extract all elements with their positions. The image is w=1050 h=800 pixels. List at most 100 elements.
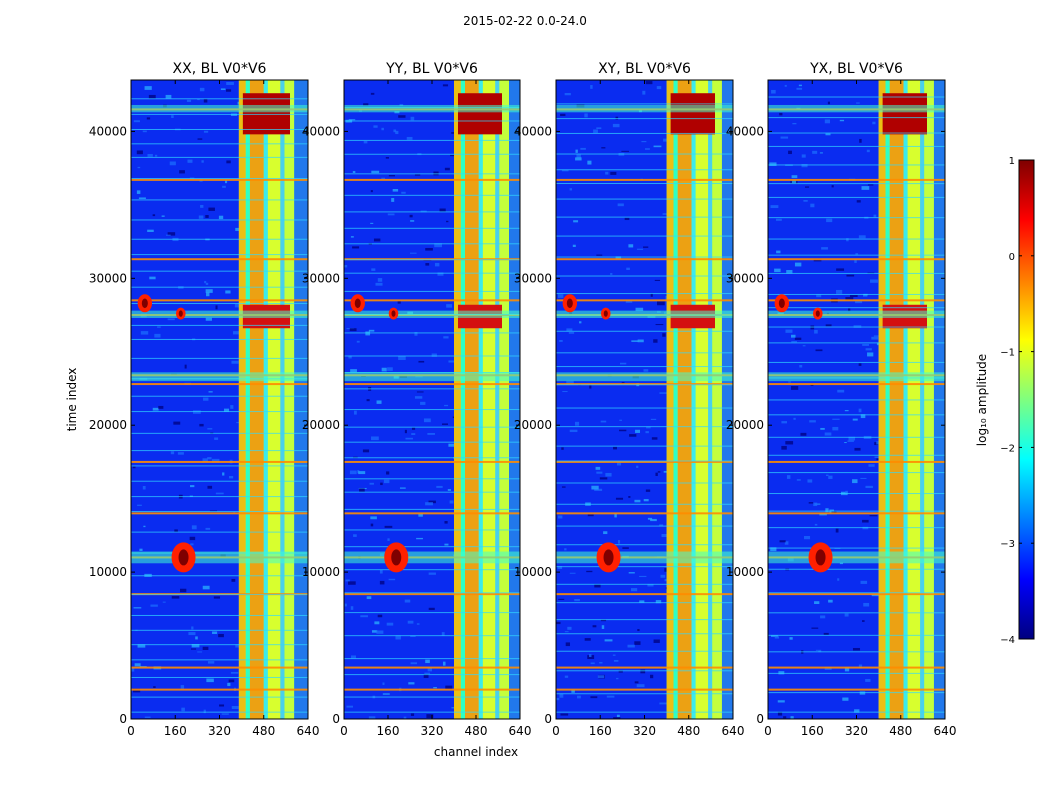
- noise-speck: [562, 391, 568, 393]
- noise-speck: [384, 525, 393, 528]
- noise-speck: [202, 458, 208, 462]
- noise-speck: [225, 290, 231, 294]
- y-tick-label: 40000: [302, 124, 340, 138]
- noise-speck: [788, 150, 792, 155]
- rfi-row-faint: [344, 441, 520, 443]
- noise-speck: [862, 294, 868, 297]
- rfi-row: [556, 178, 733, 181]
- noise-speck: [634, 641, 641, 645]
- panel-yx: YX, BL V0*V6 0 160 320 480 640 0 10000 20000 3000…: [726, 61, 957, 738]
- noise-speck: [404, 429, 407, 434]
- bright-source-core: [391, 310, 396, 317]
- rfi-row-faint: [131, 593, 308, 595]
- rfi-row: [768, 258, 945, 261]
- x-tick-label: 640: [722, 724, 745, 738]
- noise-speck: [235, 227, 240, 231]
- noise-speck: [366, 596, 372, 600]
- noise-speck: [858, 363, 862, 366]
- noise-speck: [584, 113, 588, 118]
- noise-speck: [814, 503, 821, 505]
- noise-speck: [832, 426, 839, 431]
- noise-speck: [577, 695, 581, 699]
- noise-speck: [862, 620, 865, 622]
- noise-speck: [820, 615, 826, 619]
- panel-xx: XX, BL V0*V6 0 160 320 480 640 0 10000 20000 3000…: [65, 61, 319, 738]
- noise-speck: [148, 94, 156, 99]
- rfi-row-faint: [344, 227, 520, 229]
- noise-speck: [204, 280, 207, 284]
- noise-speck: [370, 222, 374, 224]
- noise-speck: [564, 548, 567, 551]
- noise-speck: [410, 662, 418, 665]
- noise-speck: [781, 421, 788, 424]
- noise-speck: [639, 575, 647, 578]
- noise-speck: [569, 572, 576, 574]
- colorbar-label: log₁₀ amplitude: [975, 354, 989, 446]
- noise-speck: [443, 336, 449, 339]
- noise-speck: [604, 639, 613, 642]
- rfi-row-faint: [768, 711, 945, 713]
- noise-speck: [590, 662, 595, 665]
- noise-speck: [790, 716, 794, 719]
- noise-speck: [235, 644, 242, 648]
- colorbar-tick-label: −3: [1000, 539, 1015, 550]
- noise-speck: [379, 580, 385, 585]
- noise-speck: [190, 543, 194, 546]
- noise-speck: [634, 499, 641, 503]
- channel-stripe: [280, 80, 285, 719]
- channel-stripe: [478, 80, 483, 719]
- noise-speck: [619, 429, 627, 432]
- rfi-row: [768, 460, 945, 463]
- noise-speck: [783, 716, 787, 719]
- noise-speck: [410, 252, 417, 254]
- noise-speck: [654, 279, 661, 281]
- noise-speck: [147, 154, 153, 157]
- noise-speck: [630, 588, 638, 592]
- rfi-row-faint: [344, 120, 520, 122]
- noise-speck: [446, 220, 449, 223]
- noise-speck: [414, 174, 421, 176]
- rfi-row-faint: [556, 153, 733, 155]
- channel-stripe: [465, 80, 479, 719]
- noise-speck: [862, 519, 869, 523]
- broadband-rfi: [344, 104, 520, 113]
- noise-speck: [211, 458, 220, 463]
- channel-stripe: [695, 80, 709, 719]
- rfi-row-faint: [131, 286, 308, 288]
- noise-speck: [142, 130, 147, 133]
- noise-speck: [416, 537, 423, 540]
- noise-speck: [663, 138, 668, 142]
- noise-speck: [601, 625, 605, 629]
- noise-speck: [436, 485, 443, 488]
- noise-speck: [388, 578, 396, 581]
- noise-speck: [219, 704, 225, 707]
- rfi-row-faint: [768, 436, 945, 438]
- x-tick-label: 320: [845, 724, 868, 738]
- noise-speck: [171, 115, 174, 119]
- noise-speck: [381, 367, 387, 372]
- rfi-row-faint: [131, 450, 308, 452]
- noise-speck: [592, 625, 597, 628]
- noise-speck: [152, 214, 156, 217]
- noise-speck: [224, 408, 230, 412]
- noise-speck: [775, 218, 782, 221]
- heatmap-image: [768, 80, 945, 719]
- noise-speck: [434, 243, 442, 248]
- broadband-rfi: [344, 310, 520, 318]
- noise-speck: [575, 157, 582, 161]
- noise-speck: [839, 119, 845, 122]
- colorbar-tick-label: −2: [1000, 443, 1015, 454]
- noise-speck: [793, 417, 796, 420]
- rfi-row-faint: [131, 496, 308, 498]
- noise-speck: [605, 472, 612, 477]
- noise-speck: [836, 268, 845, 271]
- rfi-row: [131, 178, 308, 181]
- noise-speck: [645, 81, 653, 85]
- noise-speck: [643, 246, 649, 248]
- noise-speck: [368, 329, 375, 332]
- noise-speck: [844, 442, 847, 444]
- noise-speck: [222, 472, 225, 476]
- rfi-row-faint: [344, 173, 520, 175]
- broadband-rfi: [131, 551, 308, 564]
